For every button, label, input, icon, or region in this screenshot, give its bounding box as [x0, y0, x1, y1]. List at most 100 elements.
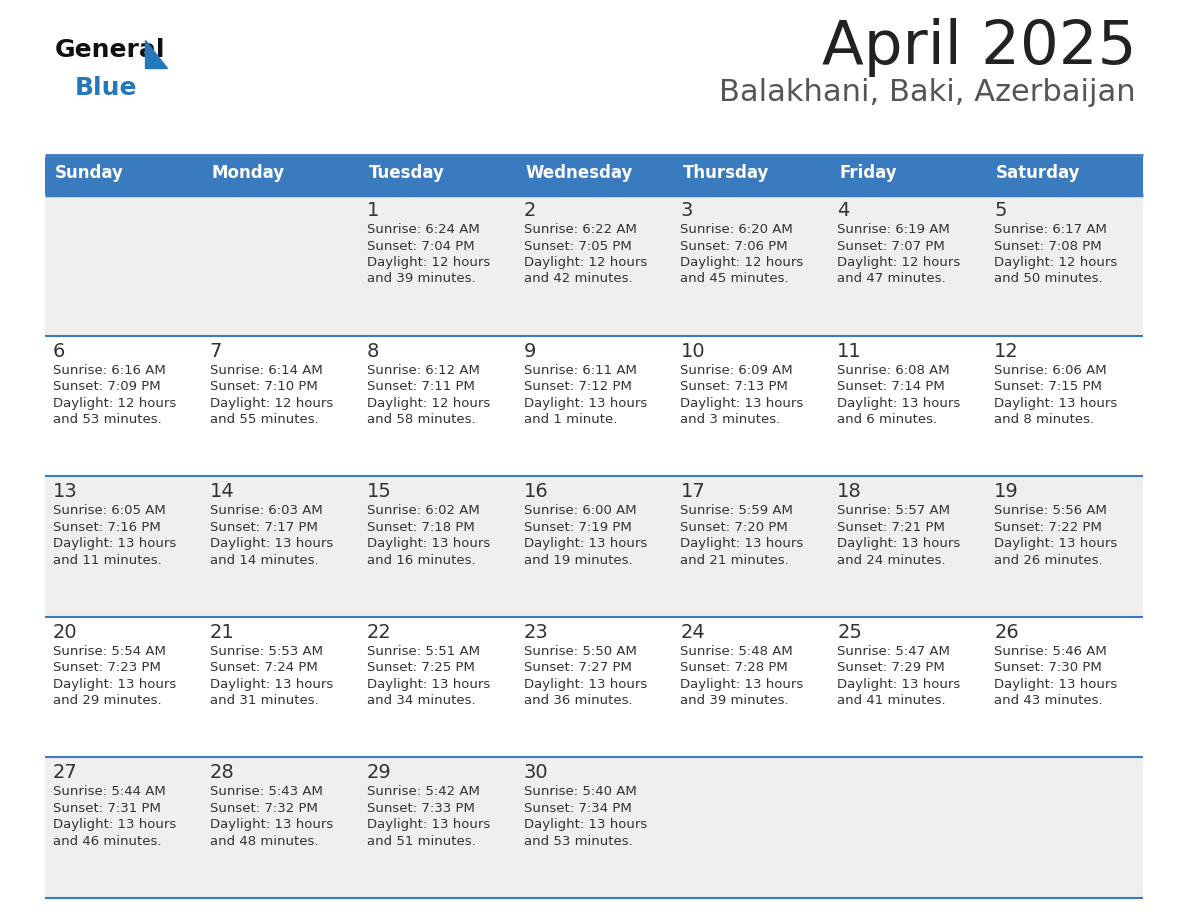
Text: Daylight: 13 hours: Daylight: 13 hours	[367, 677, 489, 691]
Text: Sunrise: 5:53 AM: Sunrise: 5:53 AM	[210, 644, 323, 658]
Text: and 6 minutes.: and 6 minutes.	[838, 413, 937, 426]
FancyBboxPatch shape	[45, 617, 1143, 757]
Text: Sunrise: 5:46 AM: Sunrise: 5:46 AM	[994, 644, 1107, 658]
Text: Daylight: 13 hours: Daylight: 13 hours	[994, 537, 1118, 550]
Text: Sunday: Sunday	[55, 164, 124, 182]
Text: Daylight: 12 hours: Daylight: 12 hours	[53, 397, 176, 409]
Text: and 41 minutes.: and 41 minutes.	[838, 694, 946, 707]
Text: Sunrise: 5:59 AM: Sunrise: 5:59 AM	[681, 504, 794, 517]
Text: Daylight: 13 hours: Daylight: 13 hours	[681, 677, 803, 691]
Text: Daylight: 13 hours: Daylight: 13 hours	[367, 537, 489, 550]
Text: 24: 24	[681, 622, 706, 642]
Text: 29: 29	[367, 764, 392, 782]
Text: Sunset: 7:23 PM: Sunset: 7:23 PM	[53, 661, 160, 675]
Text: and 55 minutes.: and 55 minutes.	[210, 413, 318, 426]
Text: Sunset: 7:25 PM: Sunset: 7:25 PM	[367, 661, 474, 675]
Text: Sunrise: 6:20 AM: Sunrise: 6:20 AM	[681, 223, 794, 236]
Text: Sunrise: 6:22 AM: Sunrise: 6:22 AM	[524, 223, 637, 236]
Text: Sunrise: 6:17 AM: Sunrise: 6:17 AM	[994, 223, 1107, 236]
Text: Sunrise: 5:43 AM: Sunrise: 5:43 AM	[210, 786, 323, 799]
Text: 10: 10	[681, 341, 704, 361]
Text: 6: 6	[53, 341, 65, 361]
Text: 7: 7	[210, 341, 222, 361]
FancyBboxPatch shape	[45, 157, 202, 195]
Text: Sunset: 7:32 PM: Sunset: 7:32 PM	[210, 802, 317, 815]
Text: Daylight: 13 hours: Daylight: 13 hours	[524, 819, 646, 832]
FancyBboxPatch shape	[45, 336, 1143, 476]
Text: 28: 28	[210, 764, 234, 782]
Text: and 50 minutes.: and 50 minutes.	[994, 273, 1102, 285]
Text: and 26 minutes.: and 26 minutes.	[994, 554, 1102, 566]
Text: Sunrise: 5:56 AM: Sunrise: 5:56 AM	[994, 504, 1107, 517]
Text: and 24 minutes.: and 24 minutes.	[838, 554, 946, 566]
Text: and 31 minutes.: and 31 minutes.	[210, 694, 318, 707]
Text: General: General	[55, 38, 165, 62]
Text: Daylight: 12 hours: Daylight: 12 hours	[210, 397, 333, 409]
Text: 13: 13	[53, 482, 77, 501]
FancyBboxPatch shape	[359, 157, 516, 195]
Text: Daylight: 12 hours: Daylight: 12 hours	[367, 256, 489, 269]
Text: Daylight: 12 hours: Daylight: 12 hours	[994, 256, 1118, 269]
Text: and 11 minutes.: and 11 minutes.	[53, 554, 162, 566]
Text: 26: 26	[994, 622, 1019, 642]
Text: Tuesday: Tuesday	[368, 164, 444, 182]
Text: Daylight: 13 hours: Daylight: 13 hours	[210, 819, 333, 832]
Text: and 3 minutes.: and 3 minutes.	[681, 413, 781, 426]
Text: 20: 20	[53, 622, 77, 642]
Text: Daylight: 13 hours: Daylight: 13 hours	[53, 537, 176, 550]
Text: and 34 minutes.: and 34 minutes.	[367, 694, 475, 707]
Text: Friday: Friday	[839, 164, 897, 182]
Polygon shape	[145, 40, 168, 68]
Text: Blue: Blue	[75, 76, 138, 100]
Text: Daylight: 13 hours: Daylight: 13 hours	[53, 677, 176, 691]
Text: Daylight: 13 hours: Daylight: 13 hours	[994, 397, 1118, 409]
Text: Sunrise: 5:42 AM: Sunrise: 5:42 AM	[367, 786, 480, 799]
Text: Sunrise: 6:24 AM: Sunrise: 6:24 AM	[367, 223, 480, 236]
Text: 21: 21	[210, 622, 234, 642]
Text: Sunset: 7:22 PM: Sunset: 7:22 PM	[994, 521, 1102, 533]
Text: 9: 9	[524, 341, 536, 361]
Text: Sunrise: 5:54 AM: Sunrise: 5:54 AM	[53, 644, 166, 658]
Text: Daylight: 13 hours: Daylight: 13 hours	[838, 397, 961, 409]
Text: 27: 27	[53, 764, 77, 782]
Text: Daylight: 13 hours: Daylight: 13 hours	[524, 677, 646, 691]
Text: 12: 12	[994, 341, 1019, 361]
Text: 30: 30	[524, 764, 548, 782]
Text: 5: 5	[994, 201, 1006, 220]
Text: April 2025: April 2025	[821, 18, 1136, 77]
Text: Sunset: 7:21 PM: Sunset: 7:21 PM	[838, 521, 946, 533]
Text: Sunrise: 6:14 AM: Sunrise: 6:14 AM	[210, 364, 323, 376]
Text: Sunset: 7:13 PM: Sunset: 7:13 PM	[681, 380, 789, 393]
Text: Sunset: 7:05 PM: Sunset: 7:05 PM	[524, 240, 631, 252]
Text: 16: 16	[524, 482, 549, 501]
Text: Sunset: 7:31 PM: Sunset: 7:31 PM	[53, 802, 160, 815]
Text: and 43 minutes.: and 43 minutes.	[994, 694, 1102, 707]
Text: 8: 8	[367, 341, 379, 361]
Text: Sunrise: 6:02 AM: Sunrise: 6:02 AM	[367, 504, 480, 517]
FancyBboxPatch shape	[45, 195, 1143, 336]
Text: Wednesday: Wednesday	[525, 164, 633, 182]
Text: Daylight: 13 hours: Daylight: 13 hours	[681, 537, 803, 550]
FancyBboxPatch shape	[672, 157, 829, 195]
Text: Sunset: 7:29 PM: Sunset: 7:29 PM	[838, 661, 944, 675]
FancyBboxPatch shape	[516, 157, 672, 195]
Text: 22: 22	[367, 622, 392, 642]
Text: and 1 minute.: and 1 minute.	[524, 413, 617, 426]
Text: and 48 minutes.: and 48 minutes.	[210, 834, 318, 848]
Text: 4: 4	[838, 201, 849, 220]
Text: Sunset: 7:28 PM: Sunset: 7:28 PM	[681, 661, 788, 675]
Text: and 36 minutes.: and 36 minutes.	[524, 694, 632, 707]
Text: Sunset: 7:17 PM: Sunset: 7:17 PM	[210, 521, 317, 533]
Text: Thursday: Thursday	[682, 164, 769, 182]
Text: Sunrise: 6:11 AM: Sunrise: 6:11 AM	[524, 364, 637, 376]
Text: Sunset: 7:19 PM: Sunset: 7:19 PM	[524, 521, 631, 533]
Text: Daylight: 12 hours: Daylight: 12 hours	[524, 256, 646, 269]
Text: Sunrise: 5:51 AM: Sunrise: 5:51 AM	[367, 644, 480, 658]
Text: Sunrise: 5:44 AM: Sunrise: 5:44 AM	[53, 786, 166, 799]
Text: 2: 2	[524, 201, 536, 220]
Text: Sunset: 7:14 PM: Sunset: 7:14 PM	[838, 380, 944, 393]
Text: Sunset: 7:04 PM: Sunset: 7:04 PM	[367, 240, 474, 252]
Text: Saturday: Saturday	[997, 164, 1081, 182]
Text: Sunset: 7:34 PM: Sunset: 7:34 PM	[524, 802, 631, 815]
Text: Sunset: 7:15 PM: Sunset: 7:15 PM	[994, 380, 1102, 393]
